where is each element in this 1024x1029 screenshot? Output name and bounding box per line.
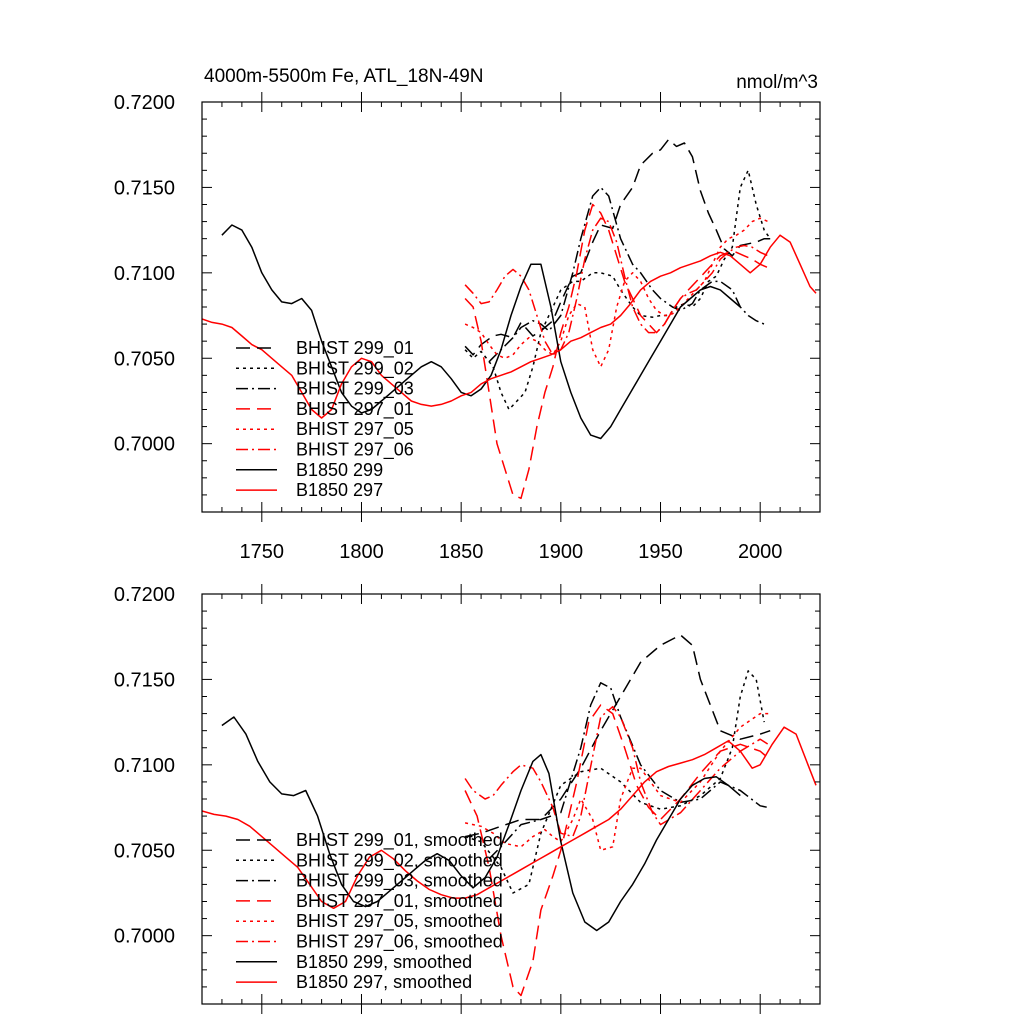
series-line xyxy=(464,203,769,500)
x-tick-label: 2000 xyxy=(738,541,783,563)
series-line xyxy=(464,705,769,838)
legend-label: BHIST 299_02 xyxy=(296,358,414,379)
legend-label: BHIST 299_03 xyxy=(296,379,414,400)
series-line xyxy=(464,138,771,356)
series-line xyxy=(464,670,765,894)
legend-label: B1850 297 xyxy=(296,480,383,500)
legend-label: BHIST 297_01, smoothed xyxy=(296,891,503,912)
series-line xyxy=(464,704,769,997)
units-label: nmol/m^3 xyxy=(736,72,818,93)
legend-label: BHIST 299_01, smoothed xyxy=(296,830,503,851)
legend-label: BHIST 297_01 xyxy=(296,399,414,420)
plot-frame xyxy=(201,593,821,1005)
x-tick-label: 1850 xyxy=(439,541,484,563)
legend-label: B1850 297, smoothed xyxy=(296,972,472,992)
y-tick-label: 0.7050 xyxy=(114,348,175,370)
series-line xyxy=(202,726,817,910)
legend-label: BHIST 297_05, smoothed xyxy=(296,911,503,932)
y-tick-label: 0.7150 xyxy=(114,177,175,199)
y-tick-label: 0.7000 xyxy=(114,434,175,456)
series-line xyxy=(464,634,771,838)
y-tick-label: 0.7100 xyxy=(114,263,175,285)
series-line xyxy=(202,234,817,419)
series-line xyxy=(221,716,741,932)
legend-label: B1850 299, smoothed xyxy=(296,952,472,972)
y-tick-label: 0.7100 xyxy=(114,755,175,777)
x-tick-label: 1950 xyxy=(638,541,683,563)
chart-panel-bottom: 0.7200 0.7150 0.7100 0.7050 0.7000 BHIST 299_… xyxy=(114,584,821,1014)
chart-panel-top: 0.7200 0.7150 0.7100 0.7050 0.7000 1750 1800 18… xyxy=(114,66,821,563)
series-group xyxy=(202,634,817,997)
y-tick-label: 0.7200 xyxy=(114,92,175,114)
series-line xyxy=(464,712,769,852)
legend-label: BHIST 297_06, smoothed xyxy=(296,932,503,953)
plot-frame xyxy=(201,101,821,513)
legend-label: BHIST 299_01 xyxy=(296,338,414,359)
y-tick-label: 0.7000 xyxy=(114,926,175,948)
legend-label: BHIST 297_06 xyxy=(296,440,414,461)
series-line xyxy=(221,224,741,440)
chart-title: 4000m-5500m Fe, ATL_18N-49N xyxy=(204,66,484,87)
x-tick-label: 1750 xyxy=(240,541,285,563)
y-tick-label: 0.7050 xyxy=(114,840,175,862)
y-tick-label: 0.7150 xyxy=(114,669,175,691)
series-line xyxy=(488,186,765,363)
x-tick-label: 1800 xyxy=(339,541,384,563)
series-line xyxy=(464,169,771,411)
y-tick-label: 0.7200 xyxy=(114,584,175,606)
x-tick-label: 1900 xyxy=(539,541,584,563)
legend-label: BHIST 299_03, smoothed xyxy=(296,871,503,892)
legend-label: BHIST 297_05 xyxy=(296,419,414,440)
series-line xyxy=(488,682,769,860)
series-group xyxy=(202,138,817,500)
series-line xyxy=(464,217,769,356)
legend-label: BHIST 299_02, smoothed xyxy=(296,850,503,871)
legend-label: B1850 299 xyxy=(296,460,383,480)
